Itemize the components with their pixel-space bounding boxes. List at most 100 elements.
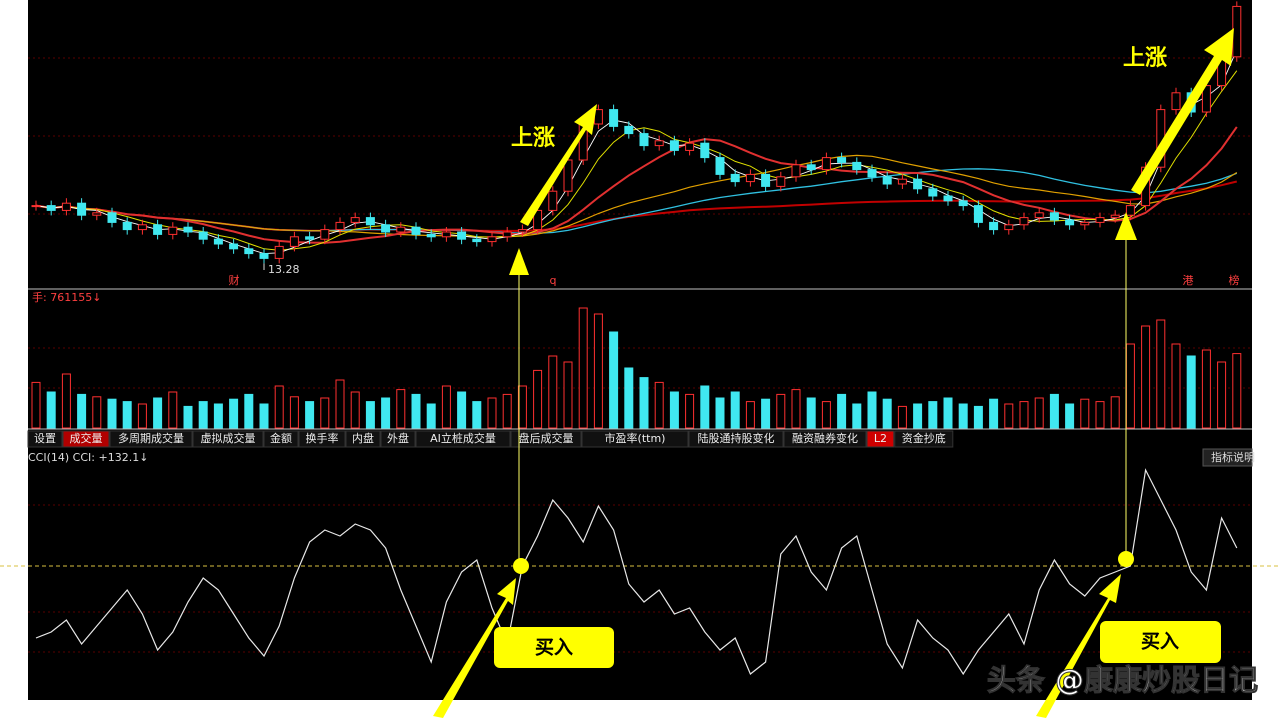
- tab[interactable]: [62, 430, 110, 448]
- buy-point: [1118, 551, 1134, 567]
- help-text: 指标说明: [1211, 450, 1255, 464]
- tab[interactable]: [109, 430, 193, 448]
- candle-body: [654, 140, 664, 147]
- volume-bar: [1110, 396, 1120, 429]
- buy-label: 买入: [535, 637, 573, 659]
- help-button[interactable]: [1202, 448, 1253, 467]
- volume-bar: [335, 379, 345, 429]
- candle-body: [715, 157, 725, 175]
- volume-bar: [973, 405, 983, 429]
- volume-bar: [989, 398, 999, 429]
- volume-bar: [548, 355, 558, 429]
- tab[interactable]: [380, 430, 416, 448]
- volume-bar: [928, 401, 938, 429]
- data-marks: 13.28 财 q 港 榜: [31, 1, 1242, 676]
- volume-bar: [31, 381, 41, 429]
- volume-bar: [685, 393, 695, 429]
- tab[interactable]: [894, 430, 954, 448]
- volume-bar: [943, 397, 953, 429]
- chart-background: [28, 0, 1252, 700]
- volume-bar: [1186, 355, 1196, 429]
- volume-bar: [700, 385, 710, 429]
- tab[interactable]: [688, 430, 784, 448]
- arrow: [520, 104, 597, 226]
- volume-bar: [107, 398, 117, 429]
- volume-bar: [137, 403, 147, 429]
- volume-bar: [487, 397, 497, 429]
- volume-bar: [457, 391, 467, 429]
- candle-body: [1232, 5, 1242, 58]
- tab[interactable]: [298, 430, 346, 448]
- moving-average: [35, 126, 1238, 244]
- candle-body: [928, 188, 938, 197]
- candle-body: [1049, 212, 1059, 221]
- volume-bar: [639, 377, 649, 429]
- up-triangle: [1115, 212, 1137, 240]
- volume-bar: [517, 385, 527, 429]
- tab[interactable]: [415, 430, 511, 448]
- candle-body: [137, 224, 147, 231]
- rise-label: 上涨: [1123, 46, 1167, 71]
- volume-bar: [1049, 393, 1059, 429]
- candle-body: [989, 221, 999, 231]
- volume-bar: [867, 391, 877, 429]
- tab[interactable]: [510, 430, 582, 448]
- tab[interactable]: [192, 430, 264, 448]
- candle-body: [335, 221, 345, 231]
- volume-bar: [609, 331, 619, 429]
- volume-bar: [153, 397, 163, 429]
- candle-body: [31, 205, 41, 208]
- volume-bar: [897, 405, 907, 429]
- tab-label: 市盈率(ttm): [605, 431, 666, 445]
- volume-bar: [198, 401, 208, 429]
- tab[interactable]: [27, 430, 63, 448]
- volume-bar: [92, 396, 102, 429]
- candle-body: [381, 224, 391, 233]
- volume-bar: [776, 393, 786, 429]
- arrow: [1036, 574, 1121, 718]
- buy-box: [1100, 621, 1221, 663]
- candle-body: [457, 231, 467, 240]
- moving-average: [35, 154, 1238, 238]
- volume-bar: [882, 398, 892, 429]
- volume-bar: [229, 398, 239, 429]
- volume-bar: [168, 391, 178, 429]
- candle-body: [153, 224, 163, 235]
- volume-bar: [654, 381, 664, 429]
- candle-body: [107, 212, 117, 223]
- candle-body: [46, 205, 56, 211]
- tab[interactable]: [263, 430, 299, 448]
- cci-line: [35, 468, 1238, 676]
- volume-bar: [1217, 361, 1227, 429]
- buy-point: [513, 558, 529, 574]
- volume-bar: [289, 396, 299, 429]
- tab[interactable]: [581, 430, 689, 448]
- tab[interactable]: [866, 430, 895, 448]
- volume-bar: [61, 373, 71, 429]
- candle-body: [548, 190, 558, 211]
- volume-label: 手: 761155↓: [32, 290, 101, 304]
- volume-bar: [669, 391, 679, 429]
- tab-bar: 设置 成交量 多周期成交量 虚拟成交量 金额 换手率 内盘 外盘 AI立桩成交量 盘后成交量 市盈率…: [27, 430, 954, 448]
- buy-box: [494, 627, 614, 668]
- tab-label: 设置: [34, 432, 56, 445]
- candle-body: [897, 178, 907, 185]
- buy-label: 买入: [1141, 631, 1179, 653]
- watermark: 头条 @康康炒股日记: [987, 663, 1258, 697]
- candle-body: [685, 142, 695, 151]
- tab-label: 融资融券变化: [792, 431, 858, 445]
- tab[interactable]: [783, 430, 867, 448]
- volume-bar: [837, 393, 847, 429]
- volume-bar: [1080, 398, 1090, 429]
- candle-body: [745, 173, 755, 183]
- candle-body: [1019, 217, 1029, 226]
- volume-bar: [533, 369, 543, 429]
- candle-body: [274, 245, 284, 259]
- tab[interactable]: [345, 430, 381, 448]
- volume-bar: [563, 361, 573, 429]
- arrow: [433, 578, 516, 718]
- candle-body: [639, 133, 649, 147]
- volume-bar: [1095, 401, 1105, 429]
- candle-body: [229, 243, 239, 250]
- volume-bar: [578, 307, 588, 429]
